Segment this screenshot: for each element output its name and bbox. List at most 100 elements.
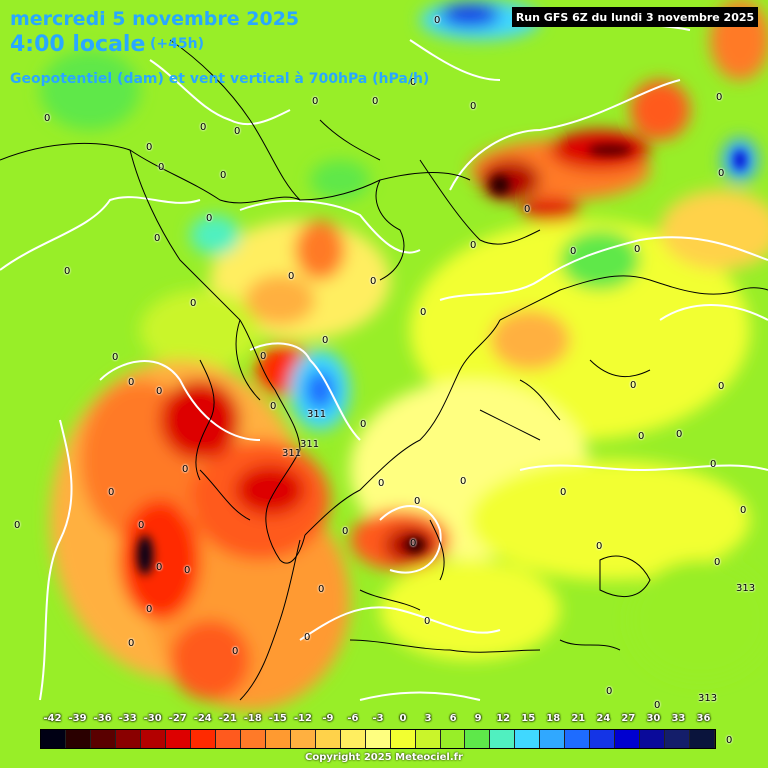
legend-swatch <box>290 730 316 748</box>
legend-swatch <box>665 730 691 748</box>
legend-label: 12 <box>496 713 511 724</box>
legend-swatch <box>565 730 591 748</box>
map-value-label: 0 <box>470 101 477 112</box>
map-value-label: 0 <box>524 204 531 215</box>
map-value-label: 0 <box>156 562 163 573</box>
map-value-label: 0 <box>596 541 603 552</box>
model-run-label: Run GFS 6Z du lundi 3 novembre 2025 <box>512 7 758 27</box>
legend-swatch <box>440 730 466 748</box>
coastlines <box>0 39 768 701</box>
legend-label: -36 <box>93 713 112 724</box>
legend-label: 18 <box>546 713 561 724</box>
map-value-label: 0 <box>420 307 427 318</box>
map-value-label: 0 <box>606 686 613 697</box>
map-value-label: 0 <box>718 381 725 392</box>
legend-swatch <box>640 730 666 748</box>
legend-label: 30 <box>646 713 661 724</box>
copyright: Copyright 2025 Meteociel.fr <box>305 752 463 763</box>
legend-swatch <box>65 730 91 748</box>
legend-swatch <box>365 730 391 748</box>
legend-swatch <box>615 730 641 748</box>
legend-label: 6 <box>449 713 457 724</box>
map-value-label: 0 <box>108 487 115 498</box>
map-value-label: 0 <box>638 431 645 442</box>
map-value-label: 0 <box>414 496 421 507</box>
legend-swatch <box>215 730 241 748</box>
map-value-label: 0 <box>138 520 145 531</box>
map-value-label: 0 <box>716 92 723 103</box>
map-value-label: 0 <box>260 351 267 362</box>
map-value-label: 0 <box>234 126 241 137</box>
legend-label: -3 <box>372 713 384 724</box>
map-value-label: 0 <box>634 244 641 255</box>
legend-swatch <box>265 730 291 748</box>
map-value-label: 0 <box>128 638 135 649</box>
map-value-label: 0 <box>158 162 165 173</box>
legend-swatch <box>90 730 116 748</box>
legend-label: -6 <box>347 713 359 724</box>
legend-label: -24 <box>193 713 212 724</box>
legend-label: 21 <box>571 713 586 724</box>
map-value-label: 0 <box>154 233 161 244</box>
legend-label: -21 <box>218 713 237 724</box>
legend-swatch <box>590 730 616 748</box>
legend-label: -27 <box>168 713 187 724</box>
map-value-label: 313 <box>736 583 756 594</box>
map-value-label: 0 <box>112 352 119 363</box>
map-value-label: 0 <box>378 478 385 489</box>
map-value-label: 0 <box>304 632 311 643</box>
map-value-label: 313 <box>698 693 718 704</box>
map-value-label: 0 <box>232 646 239 657</box>
map-value-label: 0 <box>740 505 747 516</box>
legend-label: 33 <box>671 713 686 724</box>
legend-swatch <box>240 730 266 748</box>
map-value-label: 0 <box>322 335 329 346</box>
map-value-label: 0 <box>342 526 349 537</box>
map-value-label: 0 <box>182 464 189 475</box>
legend-label: 0 <box>399 713 407 724</box>
map-value-label: 311 <box>282 448 302 459</box>
legend-swatch <box>115 730 141 748</box>
legend-labels: -42 -39 -36 -33 -30 -27 -24 -21 -18 -15 -12 -9 -6 -3 0… <box>40 713 716 727</box>
legend-swatch <box>690 730 716 748</box>
legend-label: -15 <box>268 713 287 724</box>
map-value-label: 0 <box>14 520 21 531</box>
legend-swatch <box>415 730 441 748</box>
map-value-label: 0 <box>714 557 721 568</box>
map-value-label: 311 <box>300 439 320 450</box>
map-value-label: 0 <box>630 380 637 391</box>
map-value-label: 0 <box>318 584 325 595</box>
legend-swatch <box>490 730 516 748</box>
legend-label: -42 <box>43 713 62 724</box>
legend-swatch <box>41 730 66 748</box>
map-value-label: 0 <box>410 77 417 88</box>
map-value-label: 0 <box>726 735 733 746</box>
legend-label: 15 <box>521 713 536 724</box>
map-value-label: 311 <box>307 409 327 420</box>
map-value-label: 0 <box>424 616 431 627</box>
map-value-label: 0 <box>156 386 163 397</box>
map-value-label: 0 <box>288 271 295 282</box>
map-value-label: 0 <box>460 476 467 487</box>
map-value-label: 0 <box>220 170 227 181</box>
map-value-label: 0 <box>570 246 577 257</box>
map-value-label: 0 <box>312 96 319 107</box>
legend-swatch <box>165 730 191 748</box>
forecast-date: mercredi 5 novembre 2025 <box>10 8 300 30</box>
legend-swatch <box>140 730 166 748</box>
map-value-label: 0 <box>64 266 71 277</box>
legend-swatch <box>390 730 416 748</box>
map-value-label: 0 <box>128 377 135 388</box>
legend-label: 9 <box>474 713 482 724</box>
legend-swatch <box>465 730 491 748</box>
legend-swatch <box>515 730 541 748</box>
legend-label: -33 <box>118 713 137 724</box>
legend-label: 3 <box>424 713 432 724</box>
map-value-label: 0 <box>676 429 683 440</box>
map-value-label: 0 <box>560 487 567 498</box>
forecast-time: 4:00 locale <box>10 32 146 57</box>
map-value-label: 0 <box>718 168 725 179</box>
map-value-label: 0 <box>654 700 661 711</box>
map-value-label: 0 <box>184 565 191 576</box>
